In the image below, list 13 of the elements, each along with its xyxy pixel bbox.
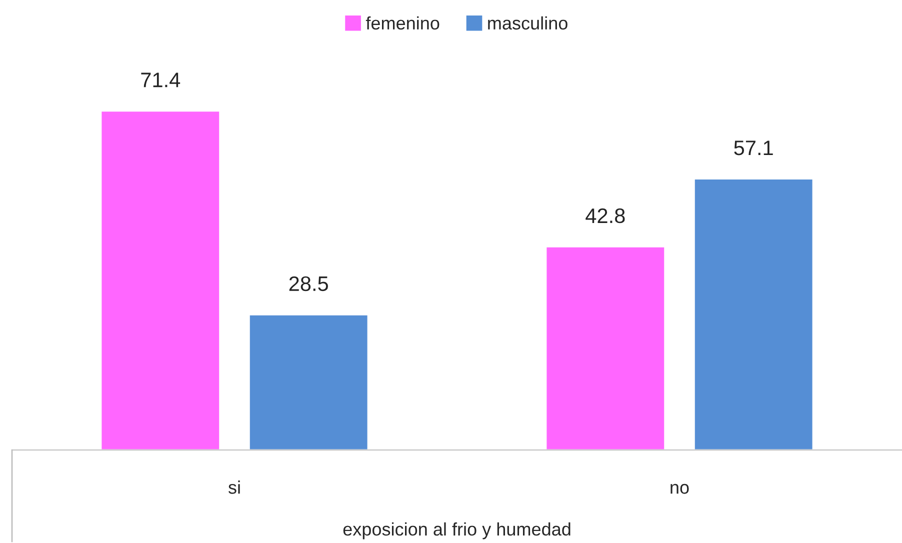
data-label: 28.5 [289, 276, 328, 292]
bar [248, 314, 369, 450]
x-axis-title: exposicion al frio y humedad [343, 522, 570, 540]
data-label: 42.8 [586, 208, 625, 224]
x-tick-label: si [228, 480, 240, 494]
legend-label: femenino [366, 16, 440, 30]
data-label: 57.1 [734, 140, 773, 156]
bar [693, 178, 814, 450]
legend-label: masculino [488, 16, 568, 30]
x-tick-label: no [670, 484, 689, 494]
bar [100, 110, 221, 450]
bar [545, 246, 666, 450]
data-label: 71.4 [141, 72, 180, 88]
